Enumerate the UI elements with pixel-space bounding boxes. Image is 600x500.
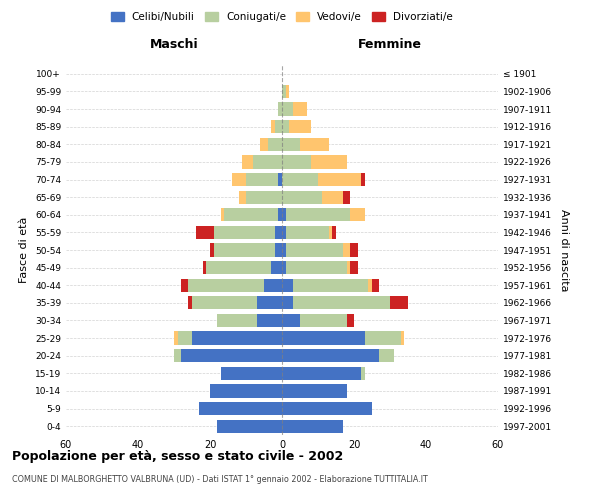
Bar [282,208,286,222]
Bar [282,420,343,433]
Bar [286,244,343,256]
Bar [271,120,275,134]
Bar [253,156,282,168]
Bar [260,138,268,151]
Bar [289,120,311,134]
Bar [282,402,372,415]
Bar [268,138,282,151]
Bar [401,332,404,344]
Bar [282,349,379,362]
Bar [264,278,282,292]
Bar [343,190,350,204]
Text: Femmine: Femmine [358,38,422,51]
Bar [318,173,361,186]
Bar [286,261,347,274]
Y-axis label: Fasce di età: Fasce di età [19,217,29,283]
Bar [347,261,350,274]
Bar [282,366,361,380]
Bar [282,226,286,239]
Bar [361,173,365,186]
Bar [278,208,282,222]
Bar [210,384,282,398]
Bar [282,156,311,168]
Bar [390,296,408,310]
Bar [181,278,188,292]
Bar [282,332,365,344]
Bar [224,208,278,222]
Bar [282,314,300,327]
Bar [214,244,275,256]
Bar [174,332,178,344]
Bar [271,261,282,274]
Bar [350,244,358,256]
Bar [282,102,293,116]
Bar [239,190,246,204]
Bar [282,173,318,186]
Bar [217,314,257,327]
Bar [178,332,192,344]
Bar [188,296,192,310]
Bar [242,156,253,168]
Bar [286,85,289,98]
Bar [282,190,322,204]
Bar [275,244,282,256]
Bar [311,156,347,168]
Bar [232,173,246,186]
Bar [246,173,278,186]
Bar [293,296,390,310]
Bar [217,420,282,433]
Bar [282,85,286,98]
Bar [192,296,257,310]
Bar [210,244,214,256]
Bar [275,120,282,134]
Bar [282,138,300,151]
Text: COMUNE DI MALBORGHETTO VALBRUNA (UD) - Dati ISTAT 1° gennaio 2002 - Elaborazione: COMUNE DI MALBORGHETTO VALBRUNA (UD) - D… [12,475,428,484]
Bar [206,261,271,274]
Text: Popolazione per età, sesso e stato civile - 2002: Popolazione per età, sesso e stato civil… [12,450,343,463]
Bar [278,102,282,116]
Bar [282,384,347,398]
Bar [282,244,286,256]
Bar [282,261,286,274]
Bar [199,402,282,415]
Bar [347,314,354,327]
Bar [188,278,264,292]
Bar [361,366,365,380]
Bar [343,244,350,256]
Bar [214,226,275,239]
Bar [282,120,289,134]
Bar [203,261,206,274]
Bar [300,314,347,327]
Bar [246,190,282,204]
Bar [322,190,343,204]
Y-axis label: Anni di nascita: Anni di nascita [559,209,569,291]
Bar [282,278,293,292]
Text: Maschi: Maschi [149,38,199,51]
Bar [257,296,282,310]
Bar [379,349,394,362]
Bar [332,226,336,239]
Bar [192,332,282,344]
Bar [329,226,332,239]
Bar [221,208,224,222]
Bar [221,366,282,380]
Bar [278,173,282,186]
Bar [368,278,372,292]
Bar [350,208,365,222]
Bar [275,226,282,239]
Bar [293,278,368,292]
Bar [181,349,282,362]
Bar [365,332,401,344]
Bar [282,296,293,310]
Bar [300,138,329,151]
Bar [174,349,181,362]
Bar [286,226,329,239]
Bar [196,226,214,239]
Bar [293,102,307,116]
Bar [372,278,379,292]
Bar [286,208,350,222]
Bar [350,261,358,274]
Legend: Celibi/Nubili, Coniugati/e, Vedovi/e, Divorziati/e: Celibi/Nubili, Coniugati/e, Vedovi/e, Di… [107,8,457,26]
Bar [257,314,282,327]
